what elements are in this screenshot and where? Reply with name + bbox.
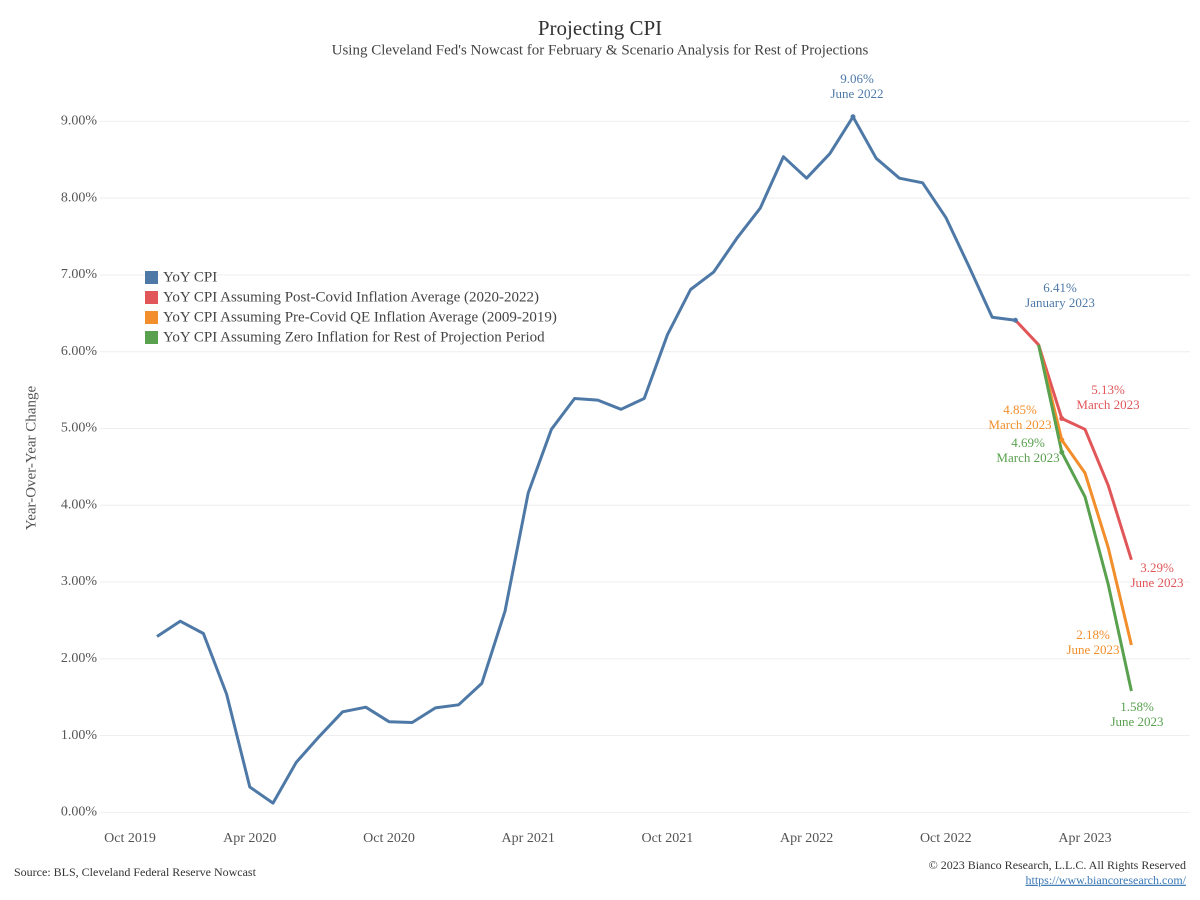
chart-title: Projecting CPI — [538, 16, 662, 40]
copyright: © 2023 Bianco Research, L.L.C. All Right… — [929, 858, 1186, 872]
annotation-value: 3.29% — [1140, 560, 1174, 575]
x-tick-label: Apr 2022 — [780, 831, 833, 846]
y-tick-label: 2.00% — [61, 651, 98, 666]
chart-subtitle: Using Cleveland Fed's Nowcast for Februa… — [332, 42, 869, 58]
x-tick-label: Apr 2023 — [1058, 831, 1111, 846]
legend-swatch — [145, 311, 158, 324]
point-marker — [850, 114, 856, 120]
annotation-date: March 2023 — [996, 450, 1059, 465]
x-tick-label: Oct 2019 — [104, 831, 156, 846]
annotation-date: June 2023 — [1110, 714, 1163, 729]
annotation-value: 4.69% — [1011, 435, 1045, 450]
line-series — [156, 115, 1016, 805]
y-axis-label: Year-Over-Year Change — [23, 386, 39, 531]
legend-swatch — [145, 291, 158, 304]
y-tick-label: 3.00% — [61, 574, 98, 589]
y-tick-label: 7.00% — [61, 267, 98, 282]
y-tick-label: 5.00% — [61, 421, 98, 436]
y-tick-label: 1.00% — [61, 728, 98, 743]
point-marker — [1059, 449, 1065, 455]
point-marker — [1059, 416, 1065, 422]
annotation-date: January 2023 — [1025, 295, 1095, 310]
annotation-date: June 2022 — [830, 86, 883, 101]
point-marker — [1012, 317, 1018, 323]
annotation-value: 1.58% — [1120, 699, 1154, 714]
line-series — [1014, 319, 1133, 561]
annotation-date: June 2023 — [1066, 642, 1119, 657]
y-tick-label: 9.00% — [61, 114, 98, 129]
annotation-value: 9.06% — [840, 71, 874, 86]
annotation-date: March 2023 — [1076, 397, 1139, 412]
legend-swatch — [145, 331, 158, 344]
y-tick-label: 6.00% — [61, 344, 98, 359]
x-tick-label: Oct 2021 — [642, 831, 694, 846]
y-tick-label: 4.00% — [61, 497, 98, 512]
annotation-value: 6.41% — [1043, 280, 1077, 295]
line-series — [1037, 344, 1133, 646]
legend-label: YoY CPI Assuming Post-Covid Inflation Av… — [163, 289, 539, 305]
x-tick-label: Apr 2020 — [223, 831, 276, 846]
point-marker — [1059, 437, 1065, 443]
x-tick-label: Oct 2022 — [920, 831, 972, 846]
source: Source: BLS, Cleveland Federal Reserve N… — [14, 865, 257, 879]
annotation-value: 2.18% — [1076, 627, 1110, 642]
annotation-value: 4.85% — [1003, 402, 1037, 417]
legend-label: YoY CPI Assuming Zero Inflation for Rest… — [163, 329, 545, 345]
annotation-date: March 2023 — [988, 417, 1051, 432]
y-tick-label: 8.00% — [61, 190, 98, 205]
line-series — [1037, 344, 1133, 692]
url[interactable]: https://www.biancoresearch.com/ — [1025, 873, 1186, 887]
x-tick-label: Apr 2021 — [502, 831, 555, 846]
x-tick-label: Oct 2020 — [363, 831, 415, 846]
legend-label: YoY CPI Assuming Pre-Covid QE Inflation … — [163, 309, 557, 325]
legend-label: YoY CPI — [163, 269, 217, 285]
annotation-value: 5.13% — [1091, 382, 1125, 397]
y-tick-label: 0.00% — [61, 805, 98, 820]
annotation-date: June 2023 — [1130, 575, 1183, 590]
legend-swatch — [145, 271, 158, 284]
